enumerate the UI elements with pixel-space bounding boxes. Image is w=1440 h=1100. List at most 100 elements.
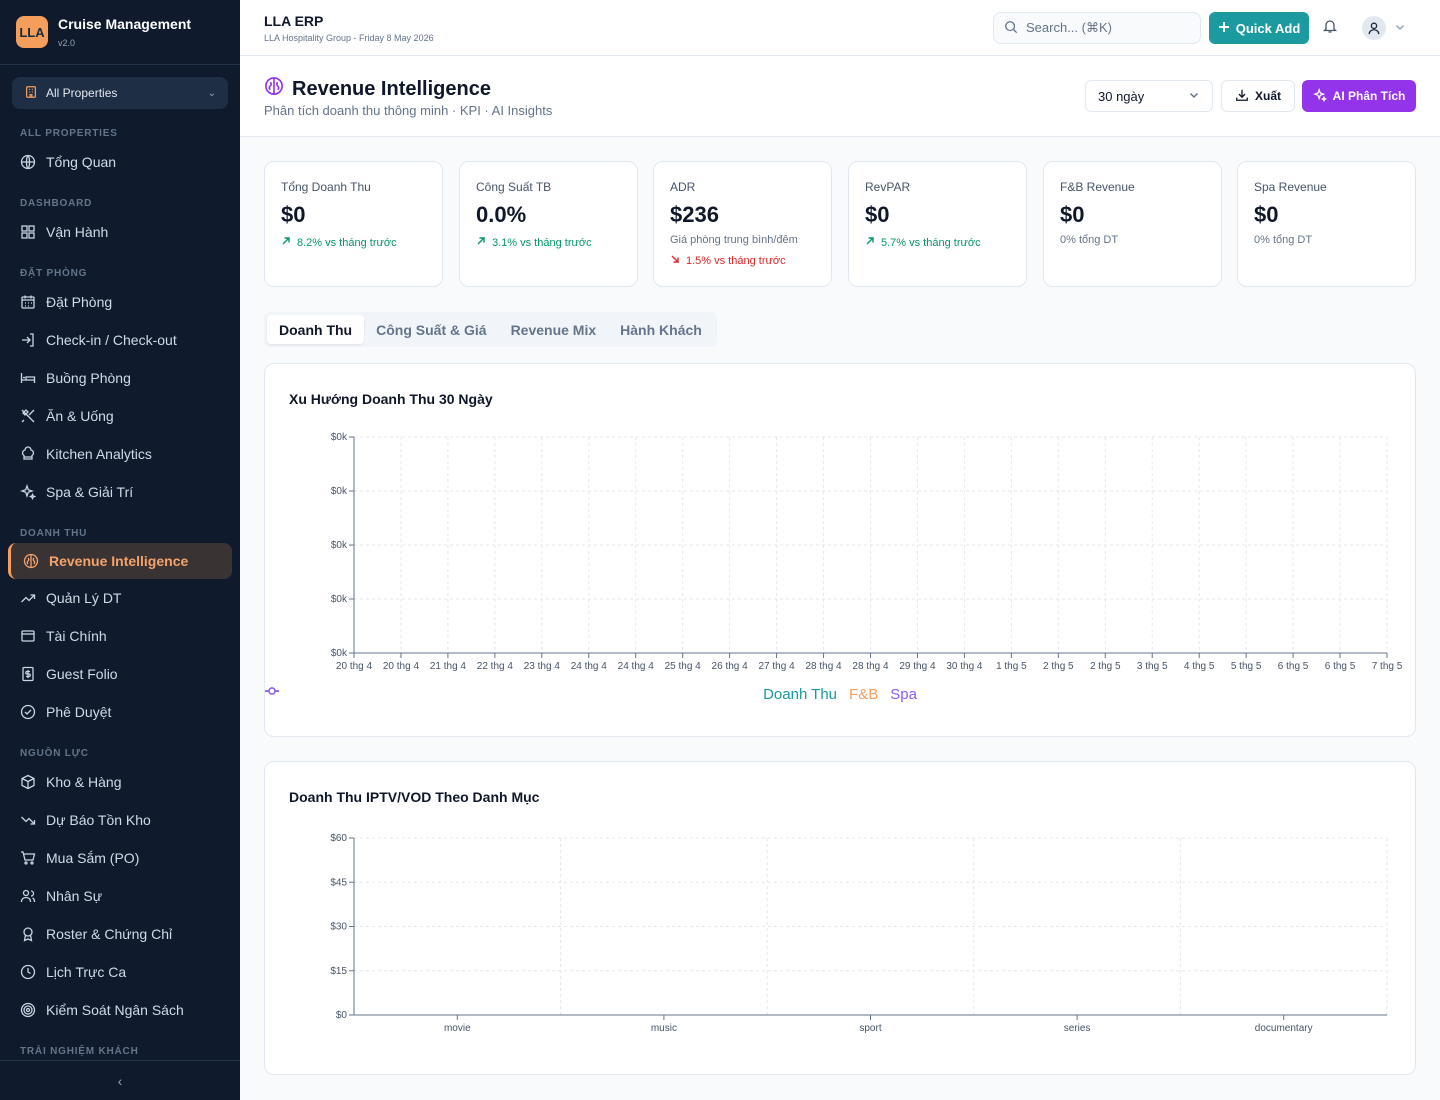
download-icon [1235,88,1249,105]
sidebar-item-purchase[interactable]: Mua Sắm (PO) [0,839,232,877]
sidebar-item-shifts[interactable]: Lịch Trực Ca [0,953,232,991]
sidebar-item-fnb[interactable]: Ăn & Uống [0,397,232,435]
y-tick-label: $15 [330,966,347,977]
sidebar-collapse-button[interactable]: ‹ [0,1060,240,1100]
sidebar-item-forecast[interactable]: Dự Báo Tồn Kho [0,801,232,839]
search-input[interactable]: Search... (⌘K) [993,12,1201,44]
sparkles-icon [1312,87,1327,105]
ai-analysis-button[interactable]: AI Phân Tích [1302,80,1416,112]
chef-hat-icon [20,446,36,462]
y-tick-label: $0k [331,486,348,497]
kpi-trend-text: 1.5% vs tháng trước [686,254,786,267]
chart-legend: Doanh Thu F&B Spa [265,686,1415,703]
arrow-up-right-icon [865,236,875,249]
x-tick-label: sport [859,1023,881,1034]
x-tick-label: 1 thg 5 [996,661,1027,672]
building-icon [24,85,38,102]
plus-icon [1218,21,1230,36]
kpi-trend: 1.5% vs tháng trước [670,254,815,267]
kpi-label: Công Suất TB [476,180,552,194]
x-tick-label: 26 thg 4 [712,661,749,672]
tab-revenue[interactable]: Doanh Thu [267,315,365,344]
revenue-trend-card: $0k $0k $0k $0k $0k 20 thg 4 20 thg 4 21 thg 4 2… [264,363,1416,737]
sidebar-item-overview[interactable]: Tổng Quan [0,143,232,181]
legend-item[interactable]: F&B [265,686,878,703]
sidebar-item-finance[interactable]: Tài Chính [0,617,232,655]
sidebar-item-booking[interactable]: Đặt Phòng [0,283,232,321]
kpi-label: Spa Revenue [1254,180,1327,194]
legend-item[interactable]: Doanh Thu [265,686,837,703]
kpi-trend: 5.7% vs tháng trước [865,236,1010,249]
date-range-value: 30 ngày [1098,88,1145,104]
section-revenue: DOANH THU [20,528,88,539]
chevron-down-icon: ⌄ [207,87,216,99]
sidebar-item-label: Lịch Trực Ca [46,964,127,980]
users-icon [20,888,36,904]
sidebar-item-approval[interactable]: Phê Duyệt [0,693,232,731]
quick-add-label: Quick Add [1235,20,1301,36]
sidebar-item-label: Kitchen Analytics [46,446,152,462]
sidebar-item-spa[interactable]: Spa & Giải Trí [0,473,232,511]
ai-analysis-label: AI Phân Tích [1332,89,1406,103]
sidebar-item-warehouse[interactable]: Kho & Hàng [0,763,232,801]
clock-icon [20,964,36,980]
trending-down-icon [20,812,36,828]
x-tick-label: 28 thg 4 [852,661,889,672]
sidebar-item-rooms[interactable]: Buồng Phòng [0,359,232,397]
sidebar-item-label: Buồng Phòng [46,370,131,386]
kpi-trend-text: 8.2% vs tháng trước [297,236,397,249]
sidebar-item-hr[interactable]: Nhân Sự [0,877,232,915]
x-tick-label: movie [444,1023,471,1034]
sidebar-item-label: Đặt Phòng [46,294,113,310]
legend-item[interactable]: Spa [265,686,917,703]
sidebar-item-budget[interactable]: Kiểm Soát Ngân Sách [0,991,232,1029]
tab-occupancy-price[interactable]: Công Suất & Giá [376,321,487,338]
x-tick-label: 6 thg 5 [1278,661,1309,672]
arrow-down-right-icon [670,254,680,267]
avatar[interactable] [1362,16,1386,40]
sidebar-item-checkin[interactable]: Check-in / Check-out [0,321,232,359]
sidebar-item-label: Revenue Intelligence [49,553,189,569]
sidebar-item-label: Ăn & Uống [46,408,114,424]
kpi-card: Công Suất TB 0.0% 3.1% vs tháng trước [459,161,638,287]
receipt-icon [20,666,36,682]
export-label: Xuất [1254,89,1281,103]
x-tick-label: documentary [1255,1023,1313,1034]
brain-icon [23,553,39,569]
sidebar-item-revenue-intelligence[interactable]: Revenue Intelligence [8,543,232,579]
legend-marker [265,687,279,695]
x-tick-label: 7 thg 5 [1372,661,1403,672]
tab-revenue-mix[interactable]: Revenue Mix [510,321,597,338]
sidebar-item-kitchen[interactable]: Kitchen Analytics [0,435,232,473]
kpi-trend: 3.1% vs tháng trước [476,236,621,249]
y-tick-label: $30 [330,922,347,933]
iptv-revenue-card: $0 $15 $30 $45 $60 movie music sport series docum… [264,761,1416,1075]
kpi-trend-text: 3.1% vs tháng trước [492,236,592,249]
x-tick-label: 25 thg 4 [665,661,702,672]
app-subtitle: LLA Hospitality Group - Friday 8 May 202… [264,32,434,43]
kpi-label: Tổng Doanh Thu [281,180,371,194]
x-tick-label: 27 thg 4 [759,661,796,672]
kpi-card: RevPAR $0 5.7% vs tháng trước [848,161,1027,287]
export-button[interactable]: Xuất [1221,80,1295,112]
top-bar: LLA ERP LLA Hospitality Group - Friday 8… [240,0,1440,56]
calendar-icon [20,294,36,310]
sidebar-item-guest-folio[interactable]: Guest Folio [0,655,232,693]
kpi-note: 0% tổng DT [1254,234,1313,246]
sidebar-item-roster[interactable]: Roster & Chứng Chỉ [0,915,232,953]
page-subtitle: Phân tích doanh thu thông minh · KPI · A… [264,103,553,118]
tab-passengers[interactable]: Hành Khách [620,321,702,338]
property-select[interactable]: All Properties ⌄ [12,77,228,109]
globe-icon [20,154,36,170]
date-range-select[interactable]: 30 ngày [1085,80,1213,112]
sidebar-item-operations[interactable]: Vận Hành [0,213,232,251]
x-tick-label: 22 thg 4 [477,661,514,672]
sidebar-item-revenue-management[interactable]: Quản Lý DT [0,579,232,617]
sparkles-icon [20,484,36,500]
sidebar-item-label: Kho & Hàng [46,774,122,790]
quick-add-button[interactable]: Quick Add [1209,12,1309,44]
chevron-down-icon[interactable] [1394,20,1406,38]
bell-icon[interactable] [1322,18,1338,39]
kpi-value: $236 [670,202,719,227]
iptv-revenue-chart: $0 $15 $30 $45 $60 movie music sport series docum… [330,833,1388,1034]
